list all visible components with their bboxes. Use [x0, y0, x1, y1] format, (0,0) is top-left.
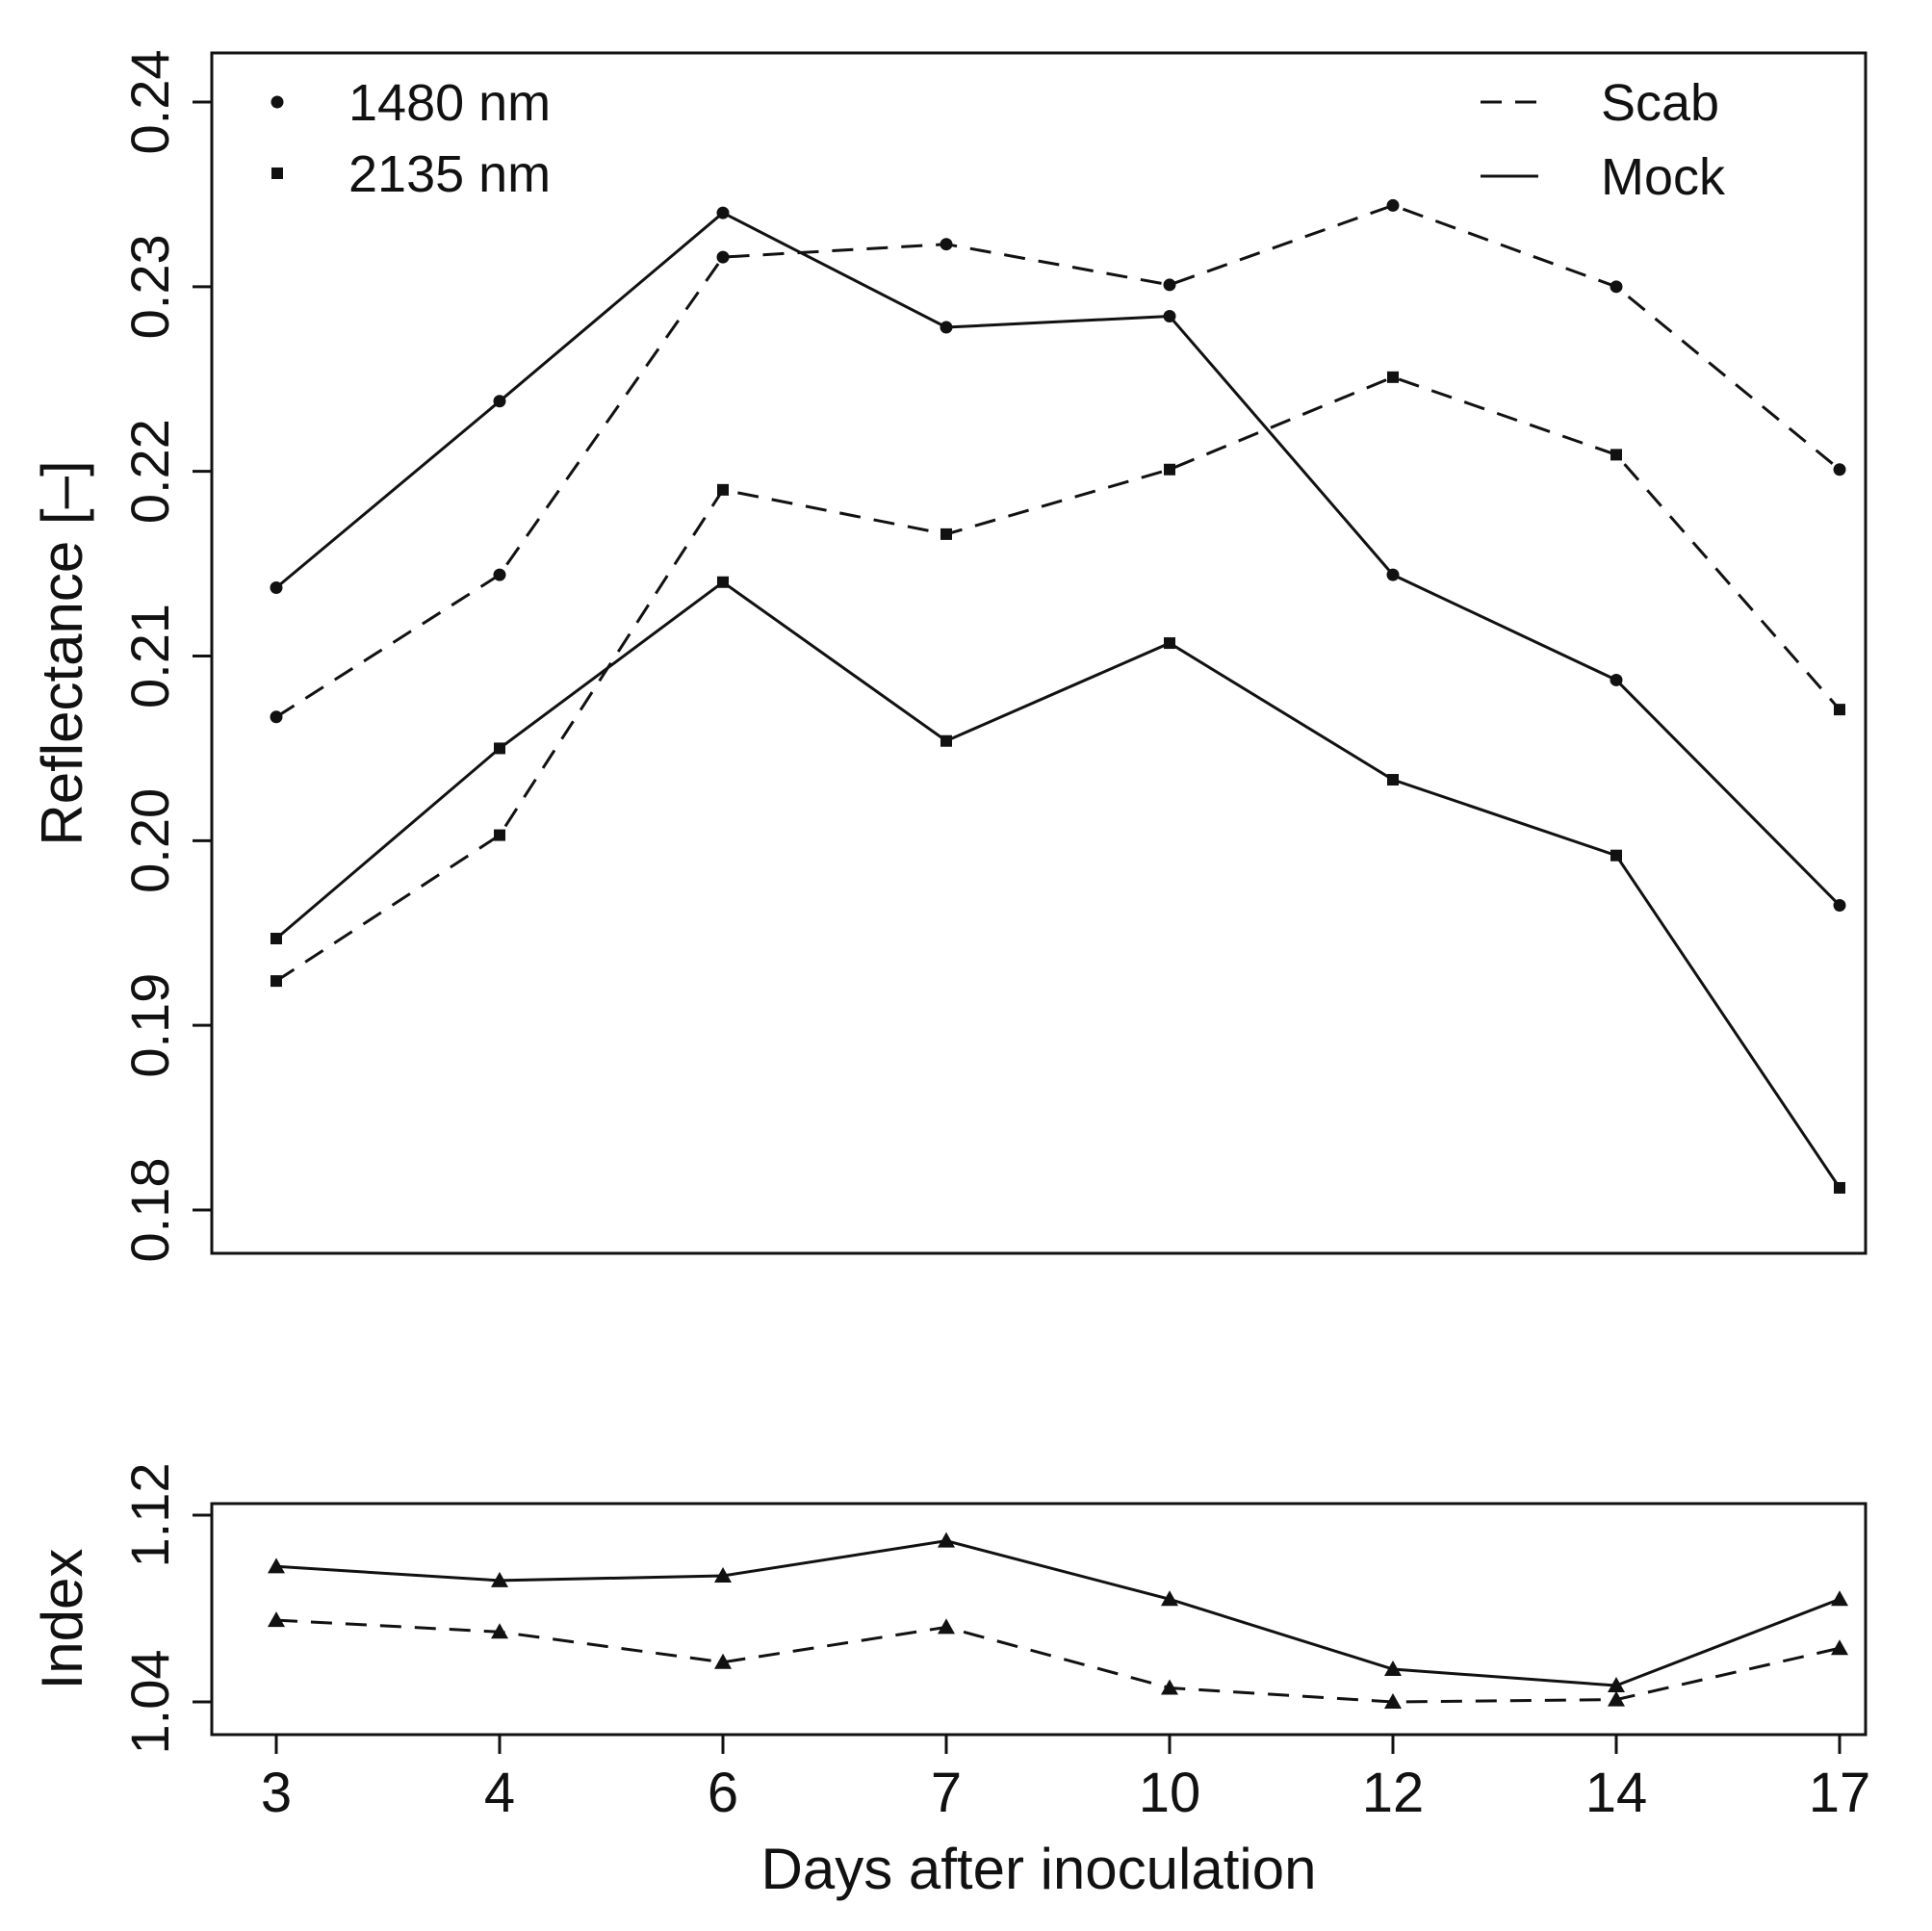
top-data-point: [1387, 774, 1399, 786]
bottom-data-point: [1831, 1639, 1848, 1656]
top-data-point: [716, 206, 730, 219]
top-data-point: [1386, 568, 1400, 581]
top-data-point: [494, 829, 505, 841]
top-series-line-0: [275, 203, 1841, 719]
bottom-data-point: [268, 1558, 285, 1574]
top-data-point: [1834, 1181, 1845, 1194]
top-data-point: [1163, 310, 1176, 323]
top-data-point: [1833, 463, 1846, 476]
top-y-tick-label: 0.19: [119, 973, 180, 1078]
legend-label: Scab: [1601, 74, 1719, 132]
bottom-data-point: [1608, 1690, 1625, 1707]
x-tick-label: 3: [261, 1762, 292, 1824]
top-data-point: [1610, 449, 1622, 461]
top-plot-frame: [210, 51, 1868, 1255]
top-data-point: [940, 321, 953, 334]
bottom-series-line-0: [275, 1539, 1841, 1687]
top-data-point: [1610, 280, 1623, 294]
top-data-point: [940, 734, 952, 747]
bottom-data-point: [714, 1653, 732, 1669]
top-y-tick-label: 0.22: [119, 419, 180, 524]
top-data-point: [1834, 704, 1845, 716]
x-tick-label: 6: [708, 1762, 738, 1824]
top-data-point: [1386, 198, 1400, 212]
bottom-data-point: [1161, 1590, 1178, 1607]
x-tick-label: 17: [1809, 1762, 1871, 1824]
bottom-data-point: [938, 1532, 955, 1548]
top-y-tick-label: 0.23: [119, 234, 180, 339]
bottom-data-point: [1831, 1590, 1848, 1607]
x-tick-label: 14: [1585, 1762, 1648, 1824]
top-data-point: [940, 238, 953, 251]
bottom-data-point: [268, 1611, 285, 1628]
top-data-point: [1164, 637, 1175, 650]
top-data-point: [1833, 898, 1846, 912]
top-data-point: [270, 933, 282, 945]
top-data-point: [717, 483, 729, 496]
legend-label: 2135 nm: [348, 145, 551, 203]
bottom-y-tick-label: 1.12: [119, 1463, 180, 1568]
top-data-point: [1164, 463, 1175, 476]
legend-marker-square: [271, 167, 283, 179]
bottom-series-line-1: [275, 1618, 1841, 1704]
x-tick-label: 7: [931, 1762, 962, 1824]
top-series-line-1: [275, 211, 1842, 907]
bottom-y-axis-label: Index: [30, 1549, 94, 1690]
legend-marker-circle: [270, 95, 284, 109]
top-series-line-3: [275, 579, 1842, 1189]
top-y-tick-label: 0.20: [119, 788, 180, 893]
bottom-data-point: [1384, 1693, 1402, 1709]
top-data-point: [717, 576, 729, 588]
x-tick-label: 10: [1139, 1762, 1201, 1824]
top-series-line-2: [275, 375, 1842, 983]
top-data-point: [493, 395, 506, 408]
top-data-point: [493, 568, 506, 581]
top-data-point: [270, 581, 283, 595]
top-data-point: [1163, 278, 1176, 292]
top-data-point: [494, 742, 505, 755]
top-y-tick-label: 0.21: [119, 604, 180, 708]
bottom-data-point: [938, 1618, 955, 1635]
bottom-data-point: [1384, 1661, 1402, 1677]
legend-label: 1480 nm: [348, 74, 551, 132]
x-tick-label: 12: [1362, 1762, 1425, 1824]
top-data-point: [1387, 371, 1399, 383]
bottom-data-point: [491, 1571, 508, 1587]
bottom-data-point: [1161, 1679, 1178, 1695]
bottom-data-point: [714, 1567, 732, 1583]
x-axis-label: Days after inoculation: [761, 1837, 1317, 1901]
top-y-tick-label: 0.18: [119, 1158, 180, 1263]
bottom-y-tick-label: 1.04: [119, 1650, 180, 1755]
top-y-tick-label: 0.24: [119, 50, 180, 155]
top-data-point: [270, 710, 283, 724]
top-data-point: [716, 250, 730, 264]
top-data-point: [1610, 849, 1622, 862]
top-data-point: [940, 528, 952, 540]
top-data-point: [1610, 673, 1623, 686]
bottom-data-point: [1608, 1677, 1625, 1693]
x-tick-label: 4: [484, 1762, 515, 1824]
legend-label: Mock: [1601, 148, 1726, 206]
top-y-axis-label: Reflectance [–]: [30, 460, 94, 845]
bottom-data-point: [491, 1623, 508, 1639]
top-data-point: [270, 975, 282, 988]
